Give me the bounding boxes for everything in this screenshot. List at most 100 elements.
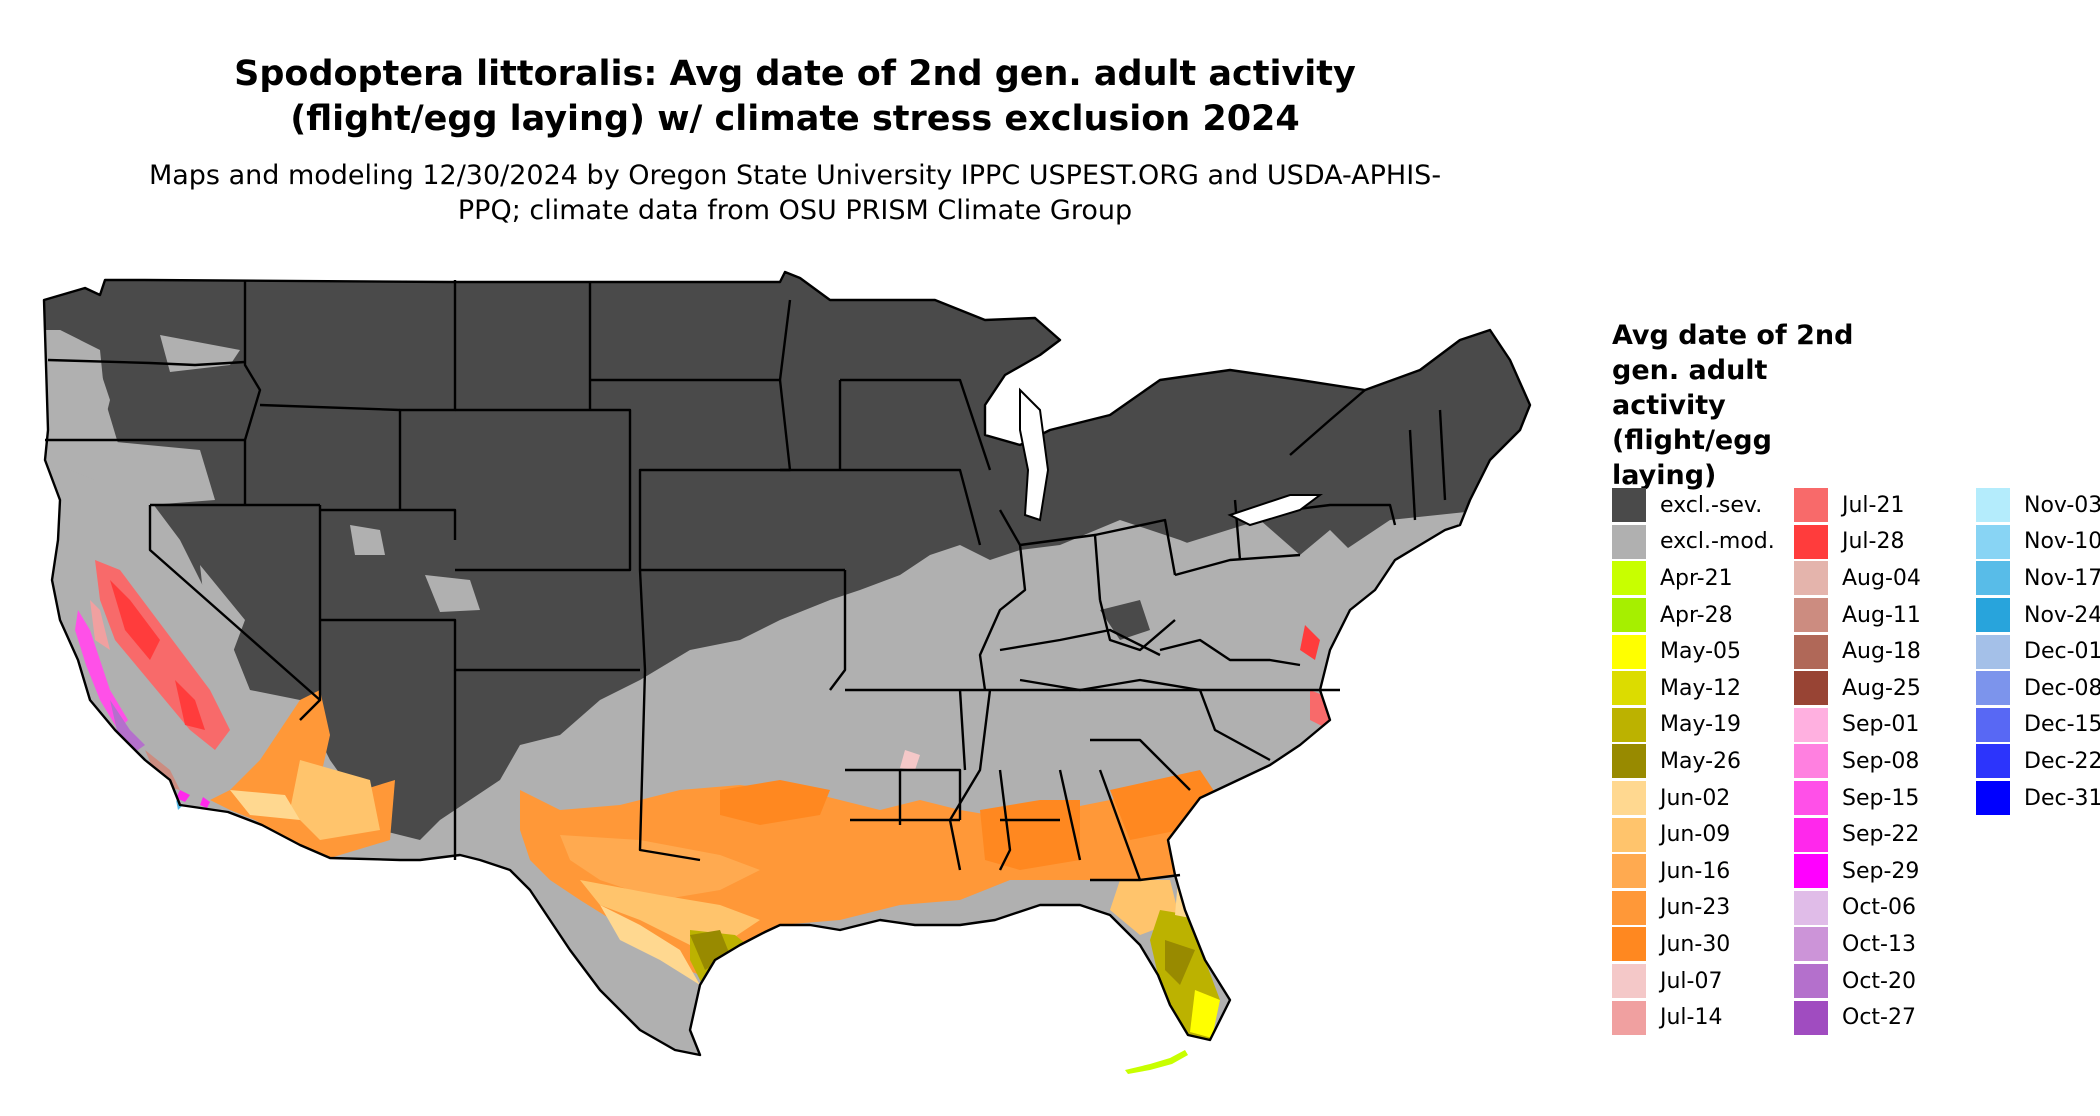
legend-item: Jul-21 — [1794, 487, 1976, 524]
legend-swatch — [1794, 817, 1828, 852]
legend-swatch — [1612, 561, 1646, 596]
legend-swatch — [1794, 598, 1828, 633]
legend-swatch — [1612, 927, 1646, 962]
legend-label: Apr-21 — [1660, 565, 1733, 591]
legend-swatch — [1612, 634, 1646, 669]
legend-swatch — [1976, 744, 2010, 779]
legend-item: Dec-15 — [1976, 707, 2100, 744]
legend-column: Jul-21 Jul-28 Aug-04 Aug-11 Aug-18 Aug-25 Sep-… — [1794, 487, 1976, 1036]
legend-swatch — [1976, 781, 2010, 816]
legend-item: Sep-22 — [1794, 816, 1976, 853]
legend-label: Dec-15 — [2024, 712, 2100, 738]
legend-label: Jun-16 — [1660, 858, 1731, 884]
legend-label: Nov-03 — [2024, 492, 2100, 518]
legend-item: Jun-16 — [1612, 853, 1794, 890]
legend-item: Dec-08 — [1976, 670, 2100, 707]
legend-swatch — [1794, 671, 1828, 706]
legend-swatch — [1612, 817, 1646, 852]
legend-label: Jun-23 — [1660, 895, 1731, 921]
legend-column: Nov-03 Nov-10 Nov-17 Nov-24 Dec-01 Dec-08 Dec-… — [1976, 487, 2100, 1036]
legend-label: Oct-20 — [1842, 968, 1916, 994]
legend-swatch — [1794, 707, 1828, 742]
legend-item: May-12 — [1612, 670, 1794, 707]
legend-swatch — [1794, 744, 1828, 779]
legend-item: Jun-30 — [1612, 926, 1794, 963]
legend-item: Sep-15 — [1794, 780, 1976, 817]
legend-label: Dec-08 — [2024, 675, 2100, 701]
legend-swatch — [1794, 854, 1828, 889]
legend-swatch — [1612, 707, 1646, 742]
legend-label: Sep-01 — [1842, 712, 1920, 738]
legend-item: Aug-11 — [1794, 597, 1976, 634]
map-subtitle: Maps and modeling 12/30/2024 by Oregon S… — [148, 160, 1442, 226]
legend-item: Oct-13 — [1794, 926, 1976, 963]
legend-label: Sep-29 — [1842, 858, 1920, 884]
legend-swatch — [1976, 561, 2010, 596]
legend-item: Jul-07 — [1612, 963, 1794, 1000]
legend-label: Jun-30 — [1660, 931, 1731, 957]
legend-swatch — [1612, 890, 1646, 925]
legend-label: May-26 — [1660, 748, 1742, 774]
legend-label: excl.-mod. — [1660, 529, 1775, 555]
legend-swatch — [1794, 964, 1828, 999]
legend-item: May-26 — [1612, 743, 1794, 780]
legend-item: Aug-18 — [1794, 633, 1976, 670]
legend-label: May-19 — [1660, 712, 1742, 738]
legend-item: Nov-17 — [1976, 560, 2100, 597]
legend-swatch — [1612, 488, 1646, 523]
legend-swatch — [1612, 598, 1646, 633]
legend-swatch — [1794, 781, 1828, 816]
legend-swatch — [1794, 524, 1828, 559]
legend-label: Sep-08 — [1842, 748, 1920, 774]
legend-item: Jun-09 — [1612, 816, 1794, 853]
legend-label: Oct-06 — [1842, 895, 1916, 921]
legend-item: Jul-14 — [1612, 999, 1794, 1036]
legend-label: Aug-11 — [1842, 602, 1921, 628]
legend-swatch — [1612, 854, 1646, 889]
legend-label: Jun-09 — [1660, 822, 1731, 848]
legend-item: Oct-06 — [1794, 890, 1976, 927]
legend-item: Dec-22 — [1976, 743, 2100, 780]
legend: excl.-sev. excl.-mod. Apr-21 Apr-28 May-05 Ma… — [1612, 487, 2100, 1036]
legend-item: May-05 — [1612, 633, 1794, 670]
legend-item: Sep-01 — [1794, 707, 1976, 744]
legend-swatch — [1794, 488, 1828, 523]
legend-label: Oct-27 — [1842, 1005, 1916, 1031]
legend-item: Jun-02 — [1612, 780, 1794, 817]
legend-swatch — [1976, 598, 2010, 633]
legend-label: Aug-25 — [1842, 675, 1921, 701]
legend-column: excl.-sev. excl.-mod. Apr-21 Apr-28 May-05 Ma… — [1612, 487, 1794, 1036]
legend-item: Oct-27 — [1794, 999, 1976, 1036]
legend-label: Jun-02 — [1660, 785, 1731, 811]
legend-item: Aug-04 — [1794, 560, 1976, 597]
legend-label: Nov-17 — [2024, 565, 2100, 591]
legend-swatch — [1976, 671, 2010, 706]
legend-label: Sep-22 — [1842, 822, 1920, 848]
legend-item: Sep-29 — [1794, 853, 1976, 890]
legend-label: Dec-22 — [2024, 748, 2100, 774]
legend-swatch — [1612, 964, 1646, 999]
legend-swatch — [1976, 488, 2010, 523]
legend-label: Jul-14 — [1660, 1005, 1723, 1031]
legend-label: Nov-24 — [2024, 602, 2100, 628]
legend-label: Sep-15 — [1842, 785, 1920, 811]
legend-swatch — [1794, 1000, 1828, 1035]
map-title: Spodoptera littoralis: Avg date of 2nd g… — [234, 54, 1356, 139]
legend-label: Aug-04 — [1842, 565, 1921, 591]
legend-swatch — [1612, 744, 1646, 779]
legend-item: excl.-mod. — [1612, 524, 1794, 561]
legend-swatch — [1612, 781, 1646, 816]
legend-title: Avg date of 2nd gen. adult activity (fli… — [1612, 320, 1854, 491]
legend-label: May-12 — [1660, 675, 1742, 701]
legend-label: Jul-07 — [1660, 968, 1723, 994]
legend-label: Nov-10 — [2024, 529, 2100, 555]
legend-item: Apr-28 — [1612, 597, 1794, 634]
legend-item: Jun-23 — [1612, 890, 1794, 927]
legend-label: Jul-28 — [1842, 529, 1905, 555]
legend-item: May-19 — [1612, 707, 1794, 744]
legend-item: Dec-31 — [1976, 780, 2100, 817]
legend-item: excl.-sev. — [1612, 487, 1794, 524]
legend-swatch — [1612, 1000, 1646, 1035]
legend-item: Apr-21 — [1612, 560, 1794, 597]
legend-swatch — [1794, 561, 1828, 596]
